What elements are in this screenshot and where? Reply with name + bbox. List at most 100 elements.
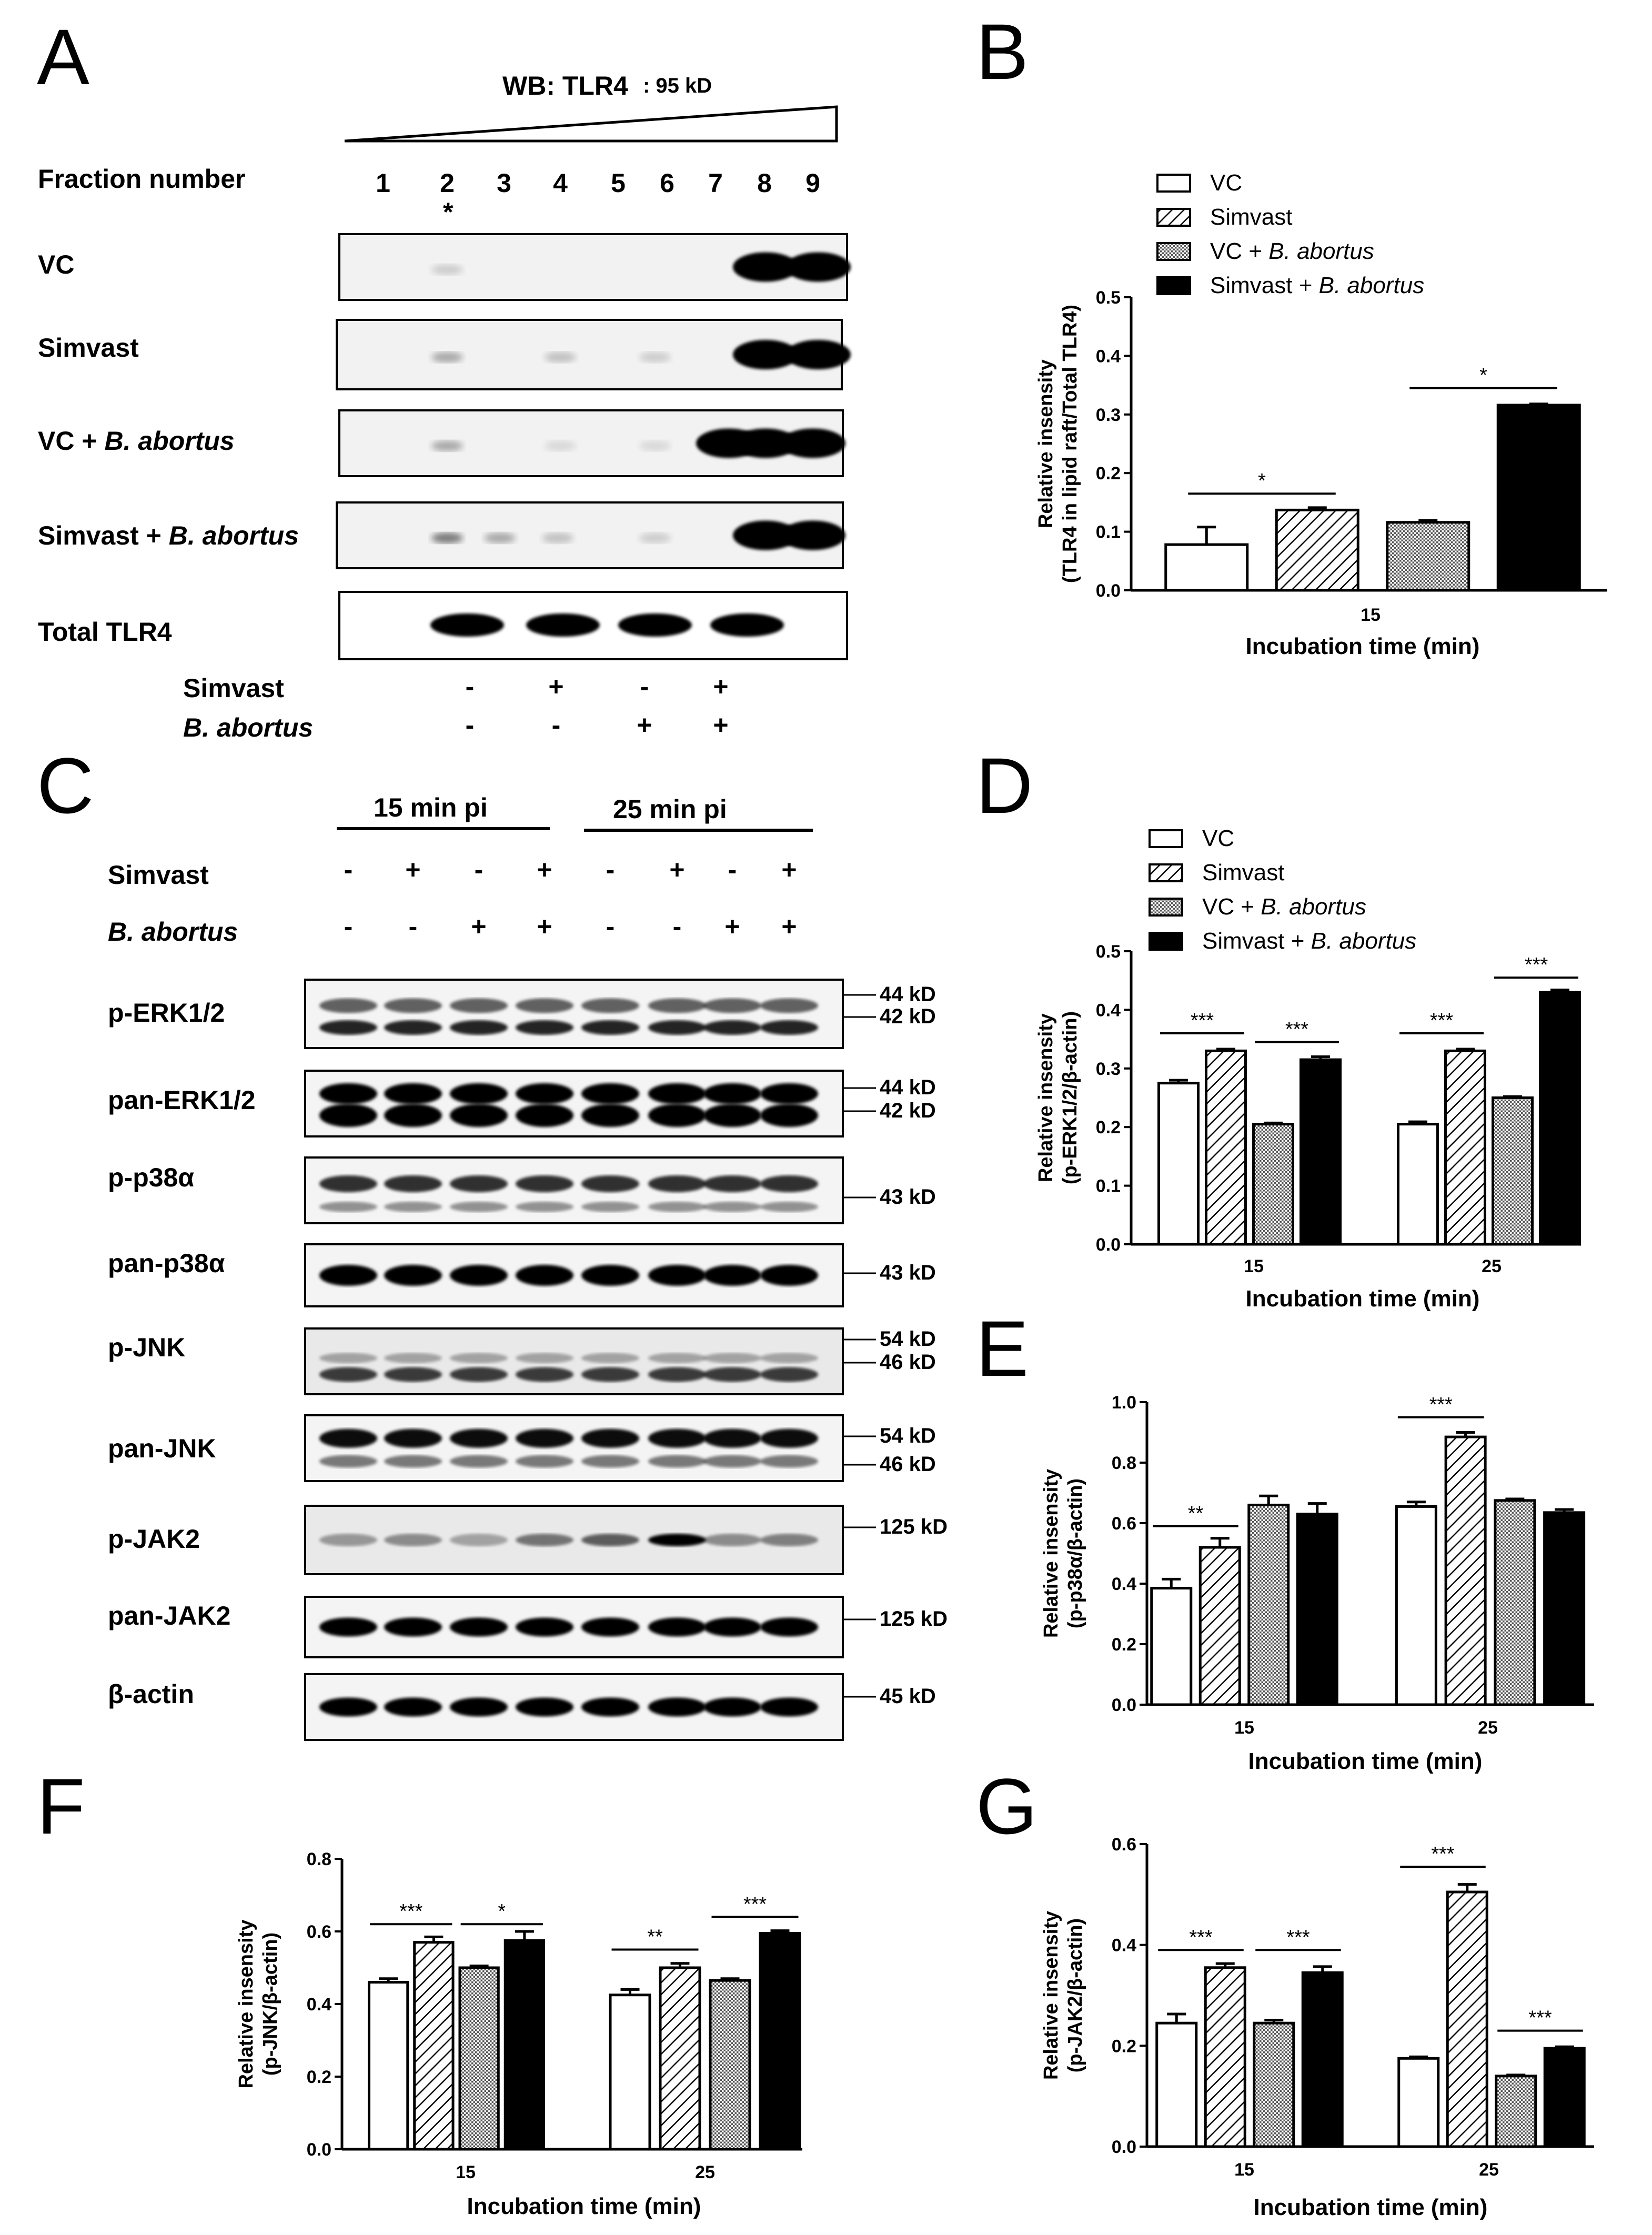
fraction-number: 5	[611, 168, 626, 198]
significance-label: ***	[399, 1900, 423, 1922]
c-babortus-sign: -	[409, 912, 418, 941]
c-blot-band	[581, 998, 639, 1013]
c-blot-band	[648, 1617, 706, 1637]
c-blot-band	[384, 1534, 442, 1546]
significance-label: ***	[1285, 1019, 1309, 1041]
y-axis-title-line2: (p-p38α/β-actin)	[1064, 1478, 1086, 1628]
c-blot-band	[516, 1265, 573, 1286]
total-tlr4-band	[526, 613, 600, 637]
c-blot-band	[581, 1265, 639, 1286]
y-axis-title-line1: Relative insensity	[235, 1919, 257, 2088]
legend-d: VC Simvast VC + B. abortus Simvast + B. abo…	[1149, 825, 1416, 954]
blot-band	[431, 352, 463, 363]
c-blot-band	[581, 1201, 639, 1212]
c-blot-band	[384, 1201, 442, 1212]
c-blot-band	[581, 1617, 639, 1637]
y-tick-label: 0.5	[1096, 288, 1121, 308]
y-tick-label: 0.4	[1112, 1936, 1136, 1956]
bar	[1446, 1890, 1488, 2148]
c-blot-band	[384, 1455, 442, 1468]
bar	[1543, 2047, 1586, 2148]
c-blot-band	[703, 1697, 761, 1717]
c-blot-band	[516, 1083, 573, 1104]
blot-band	[484, 532, 516, 543]
bar	[609, 1994, 651, 2151]
c-blot-band	[516, 1534, 573, 1546]
c-blot-band	[760, 1104, 818, 1127]
c-blot-band	[581, 1104, 639, 1127]
kd-label: 125 kD	[880, 1607, 948, 1630]
bar	[1150, 1587, 1193, 1706]
bar	[1444, 1435, 1487, 1706]
bar	[1444, 1049, 1486, 1246]
c-blot-band	[319, 1367, 377, 1382]
bar	[1252, 1123, 1294, 1246]
c-blot-band	[319, 1265, 377, 1286]
y-axis-title-line2: (p-ERK1/2/β-actin)	[1059, 1011, 1081, 1184]
c-blot-band	[703, 1020, 761, 1035]
bar	[1397, 1123, 1439, 1246]
y-tick-label: 0.2	[1096, 464, 1121, 484]
y-tick-label: 0.0	[1096, 581, 1121, 601]
c-blot-band	[384, 1083, 442, 1104]
simvast-sign: +	[548, 672, 563, 701]
y-tick-label: 0.6	[1112, 1514, 1136, 1534]
c-blot-band	[384, 1104, 442, 1127]
a-babortus-label: B. abortus	[183, 713, 313, 742]
panel-letter-f: F	[37, 1762, 85, 1850]
c-blot-band	[450, 1265, 508, 1286]
c-blot-band	[319, 1534, 377, 1546]
c-blot-band	[319, 1697, 377, 1717]
y-axis-title-line1: Relative insensity	[1035, 359, 1057, 528]
c-blot-band	[703, 1104, 761, 1127]
legend-label: Simvast	[1210, 204, 1292, 230]
y-tick-label: 0.3	[1096, 1059, 1121, 1079]
bar	[1495, 2075, 1537, 2148]
legend-label: VC	[1210, 170, 1242, 196]
bar	[1496, 404, 1581, 592]
blot-label: pan-p38α	[108, 1249, 225, 1278]
c-blot-band	[450, 1201, 508, 1212]
panel-a-signs: - + - + - - + +	[466, 672, 729, 740]
bar	[1395, 1505, 1437, 1706]
significance-label: ***	[1189, 1926, 1213, 1948]
panel-letter-d: D	[976, 741, 1033, 830]
bar	[1300, 1058, 1342, 1246]
c-blot-box	[304, 1156, 844, 1224]
c-blot-band	[760, 1201, 818, 1212]
fraction-number: 4	[553, 168, 568, 198]
y-tick-label: 0.0	[1112, 2137, 1136, 2157]
bar	[367, 1981, 409, 2151]
bar	[1539, 991, 1581, 1246]
c-blot-band	[516, 1697, 573, 1717]
c-blot-band	[384, 1617, 442, 1637]
c-blot-band	[450, 1428, 508, 1448]
c-simvast-sign: +	[405, 855, 420, 884]
significance-label: ***	[1525, 954, 1548, 976]
blot-band	[733, 428, 798, 458]
blot-band	[639, 440, 671, 451]
y-tick-label: 0.4	[1112, 1574, 1136, 1594]
fraction-asterisk: *	[443, 197, 454, 227]
bar	[1164, 543, 1249, 592]
c-blot-band	[760, 1020, 818, 1035]
legend-label: VC + B. abortus	[1202, 894, 1366, 920]
c-blot-band	[319, 1104, 377, 1127]
c-blot-band	[648, 1201, 706, 1212]
blot-label: β-actin	[108, 1679, 194, 1709]
x-tick-label: 25	[1478, 1718, 1498, 1738]
c-blot-band	[450, 1020, 508, 1035]
bar	[1157, 1082, 1200, 1246]
c-blot-band	[516, 1428, 573, 1448]
y-tick-label: 0.1	[1096, 522, 1121, 542]
c-babortus-sign: +	[724, 912, 740, 941]
bar	[1494, 1499, 1536, 1706]
c-babortus-label: B. abortus	[108, 917, 238, 947]
c-blot-band	[703, 998, 761, 1013]
legend-swatch	[1149, 932, 1183, 951]
c-simvast-sign: -	[606, 855, 615, 884]
c-blot-band	[450, 998, 508, 1013]
c-babortus-sign: -	[344, 912, 353, 941]
blot-band	[431, 264, 463, 275]
